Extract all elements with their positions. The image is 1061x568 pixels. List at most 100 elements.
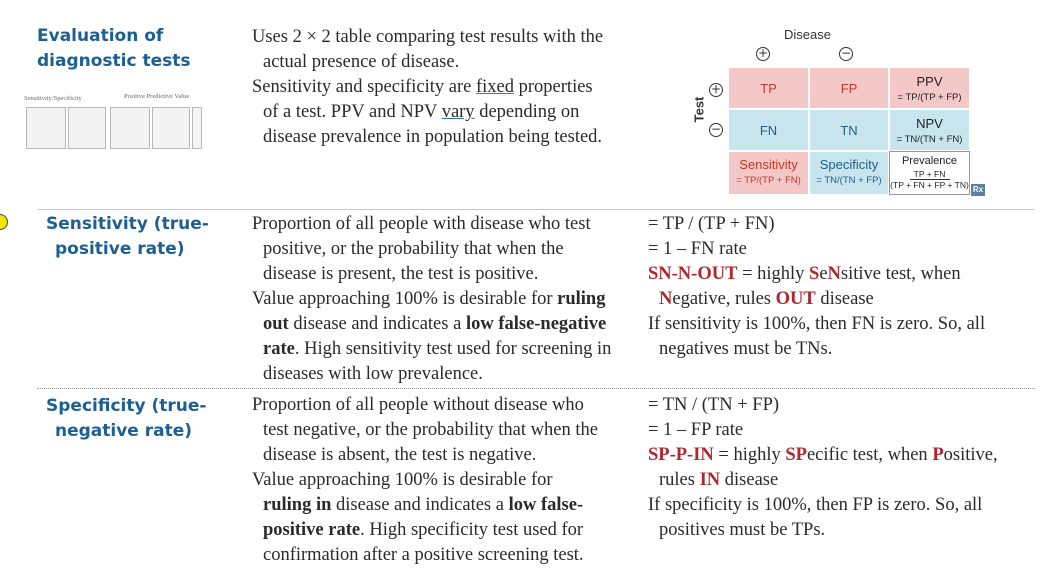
text-run: disease and indicates a	[288, 314, 466, 334]
text-run: depending on	[474, 102, 580, 122]
npv-formula: = TN/(TN + FN)	[896, 134, 963, 145]
text-run: egative, rules	[672, 289, 776, 309]
bold-run: ruling	[557, 289, 606, 309]
section-heading-evaluation: Evaluation of diagnostic tests	[37, 24, 191, 74]
heading-line: negative rate)	[55, 421, 193, 441]
margin-marker-icon[interactable]	[0, 214, 8, 230]
heading-line: Sensitivity (true-	[46, 214, 209, 234]
bold-run: positive rate	[263, 520, 361, 540]
disease-label: Disease	[784, 27, 831, 42]
text-line: Proportion of all people with disease wh…	[252, 214, 591, 234]
mnemonic-letter: N	[827, 264, 841, 284]
cell-ppv: PPV = TP/(TP + FP)	[889, 67, 970, 109]
rx-badge-icon[interactable]: Rx	[971, 184, 985, 196]
text-run: Value approaching 100% is desirable for	[252, 289, 558, 309]
bold-run: low false-	[508, 495, 584, 515]
heading-line: Evaluation of	[37, 26, 164, 46]
prevalence-denominator: (TP + FN + FP + TN)	[890, 180, 969, 190]
minus-circle-icon: −	[709, 122, 723, 137]
sensitivity-formulas: = TP / (TP + FN) = 1 – FN rate SN-N-OUT …	[648, 212, 1048, 362]
underlined-word: vary	[441, 102, 475, 122]
text-run: properties	[514, 77, 593, 97]
text-line: Sensitivity and specificity are fixed pr…	[252, 75, 632, 150]
text-line: test negative, or the probability that w…	[263, 420, 598, 440]
cell-npv: NPV = TN/(TN + FN)	[889, 109, 970, 151]
sensitivity-label: Sensitivity	[739, 157, 798, 172]
text-line: If specificity is 100%, then FP is zero.…	[648, 495, 983, 515]
bold-run: ruling in	[263, 495, 332, 515]
cell-true-negative: TN	[809, 109, 889, 151]
text-line: Proportion of all people with disease wh…	[252, 212, 637, 287]
prevalence-label: Prevalence	[901, 155, 958, 167]
plus-circle-icon: +	[709, 82, 723, 97]
mnemonic: SP-P-IN = highly SPecific test, when Pos…	[648, 443, 1048, 493]
cell-false-negative: FN	[728, 109, 809, 151]
text-line: Value approaching 100% is desirable for …	[252, 287, 637, 387]
cell-prevalence: Prevalence TP + FN (TP + FN + FP + TN)	[889, 151, 970, 195]
thumbnail-figures[interactable]: Sensitivity/Specificity Positive Predict…	[24, 93, 204, 155]
text-line: positive, or the probability that when t…	[263, 239, 564, 259]
mnemonic-letter: N	[659, 289, 673, 309]
specificity-description: Proportion of all people without disease…	[252, 393, 637, 568]
bold-run: out	[263, 314, 289, 334]
cell-false-positive: FP	[809, 67, 889, 109]
specificity-heading: Specificity (true- negative rate)	[46, 394, 206, 444]
text-line: positives must be TPs.	[659, 520, 826, 540]
thumbnail-title: Positive Predictive Value	[124, 93, 190, 100]
sensitivity-heading: Sensitivity (true- positive rate)	[46, 212, 209, 262]
thumbnail-panel	[68, 107, 106, 149]
text-run: = highly	[713, 445, 786, 465]
text-run: . High sensitivity test used for screeni…	[294, 339, 612, 359]
text-line: negatives must be TNs.	[659, 339, 833, 359]
cell-specificity: Specificity = TN/(TN + FP)	[809, 151, 889, 195]
text-line: If specificity is 100%, then FP is zero.…	[648, 493, 1048, 543]
text-line: If sensitivity is 100%, then FN is zero.…	[648, 312, 1048, 362]
text-line: Proportion of all people without disease…	[252, 395, 584, 415]
bold-run: rate	[263, 339, 295, 359]
underlined-word: fixed	[476, 77, 515, 97]
text-line: Value approaching 100% is desirable for	[252, 470, 553, 490]
bold-run: low false-negative	[465, 314, 607, 334]
text-run: = highly	[737, 264, 810, 284]
plus-circle-icon: +	[756, 46, 770, 61]
mnemonic: SN-N-OUT = highly SeNsitive test, when N…	[648, 262, 1048, 312]
text-run: sitive test, when	[840, 264, 961, 284]
thumbnail-panel	[152, 107, 190, 149]
text-line: Proportion of all people without disease…	[252, 393, 637, 468]
mnemonic-keyword: OUT	[775, 289, 816, 309]
mnemonic-keyword: SN-N-OUT	[648, 264, 738, 284]
cell-sensitivity: Sensitivity = TP/(TP + FN)	[728, 151, 809, 195]
cell-true-positive: TP	[728, 67, 809, 109]
text-line: Value approaching 100% is desirable for …	[252, 468, 637, 568]
ppv-formula: = TP/(TP + FP)	[897, 92, 962, 103]
mnemonic-letter: S	[809, 264, 820, 284]
text-line: If sensitivity is 100%, then FN is zero.…	[648, 314, 986, 334]
thumbnail-title: Sensitivity/Specificity	[24, 95, 82, 102]
text-run: disease and indicates a	[331, 495, 509, 515]
text-run: Sensitivity and specificity are	[252, 77, 476, 97]
specificity-formula: = TN/(TN + FP)	[816, 175, 882, 186]
text-run: ecific test, when	[806, 445, 933, 465]
ppv-label: PPV	[916, 74, 943, 89]
mnemonic-letter: P	[932, 445, 944, 465]
heading-line: diagnostic tests	[37, 51, 191, 71]
text-line: disease is present, the test is positive…	[263, 264, 539, 284]
text-run: . High specificity test used for	[360, 520, 584, 540]
prevalence-numerator: TP + FN	[909, 169, 950, 180]
test-label: Test	[691, 96, 707, 123]
thumbnail-panel	[110, 107, 150, 149]
specificity-label: Specificity	[819, 157, 879, 172]
section-divider	[37, 209, 1035, 210]
text-line: Uses 2 × 2 table comparing test results …	[252, 27, 604, 47]
mnemonic-keyword: IN	[699, 470, 721, 490]
text-line: diseases with low prevalence.	[263, 364, 483, 384]
text-run: rules	[659, 470, 700, 490]
text-run: disease	[720, 470, 779, 490]
text-run: ositive,	[943, 445, 998, 465]
formula-line: = TP / (TP + FN)	[648, 214, 775, 234]
sensitivity-description: Proportion of all people with disease wh…	[252, 212, 637, 387]
specificity-formulas: = TN / (TN + FP) = 1 – FP rate SP-P-IN =…	[648, 393, 1048, 543]
text-line: Uses 2 × 2 table comparing test results …	[252, 25, 632, 75]
mnemonic-letter: SP	[785, 445, 807, 465]
sensitivity-formula: = TP/(TP + FN)	[736, 175, 801, 186]
